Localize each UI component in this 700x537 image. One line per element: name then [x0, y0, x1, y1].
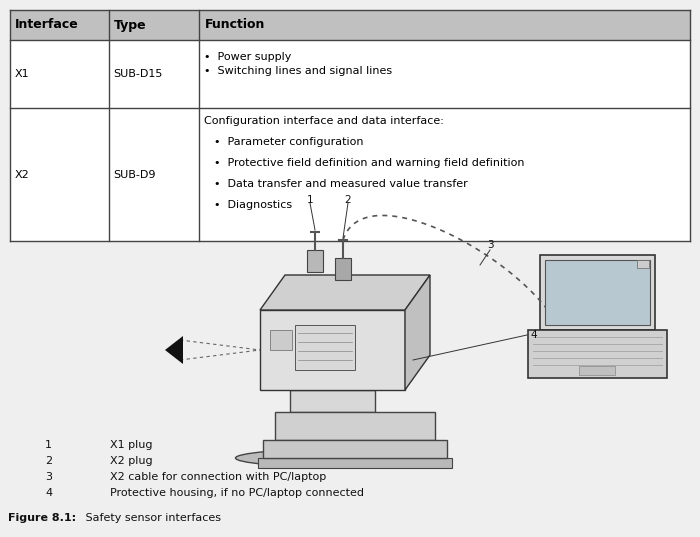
Text: Protective housing, if no PC/laptop connected: Protective housing, if no PC/laptop conn… [110, 488, 364, 498]
Text: •  Diagnostics: • Diagnostics [214, 200, 293, 210]
Polygon shape [405, 275, 430, 390]
Text: Function: Function [204, 18, 265, 32]
Bar [307, 250, 323, 272]
Ellipse shape [235, 449, 440, 467]
Bar [540, 255, 655, 330]
Text: SUB-D15: SUB-D15 [113, 69, 163, 79]
Text: •  Parameter configuration: • Parameter configuration [214, 137, 364, 147]
Bar [270, 330, 292, 350]
Text: 3: 3 [45, 472, 52, 482]
Text: •  Protective field definition and warning field definition: • Protective field definition and warnin… [214, 158, 525, 168]
Polygon shape [260, 310, 405, 390]
Bar [10, 40, 690, 108]
Text: Safety sensor interfaces: Safety sensor interfaces [75, 513, 221, 523]
Text: X1: X1 [15, 69, 29, 79]
Text: •  Data transfer and measured value transfer: • Data transfer and measured value trans… [214, 179, 468, 189]
Bar [290, 390, 375, 412]
Text: X2: X2 [15, 170, 29, 179]
Bar [579, 366, 615, 375]
Text: 4: 4 [45, 488, 52, 498]
Text: 1: 1 [307, 195, 314, 205]
Polygon shape [260, 275, 430, 310]
Bar [10, 108, 690, 241]
Text: Figure 8.1:: Figure 8.1: [8, 513, 76, 523]
Text: 2: 2 [45, 456, 52, 466]
Text: X2 plug: X2 plug [110, 456, 153, 466]
Polygon shape [165, 336, 183, 364]
Bar [545, 260, 650, 325]
Text: 1: 1 [45, 440, 52, 450]
Text: Type: Type [113, 18, 146, 32]
Bar [263, 440, 447, 458]
Text: •  Switching lines and signal lines: • Switching lines and signal lines [204, 66, 393, 76]
Text: X2 cable for connection with PC/laptop: X2 cable for connection with PC/laptop [110, 472, 326, 482]
Bar [258, 458, 452, 468]
Text: Configuration interface and data interface:: Configuration interface and data interfa… [204, 116, 444, 126]
Text: SUB-D9: SUB-D9 [113, 170, 156, 179]
Text: X1 plug: X1 plug [110, 440, 153, 450]
Bar [528, 330, 667, 378]
Text: Interface: Interface [15, 18, 78, 32]
Text: 2: 2 [344, 195, 351, 205]
Text: •  Power supply: • Power supply [204, 52, 292, 62]
Bar [295, 325, 355, 370]
Bar [275, 412, 435, 440]
Bar [335, 258, 351, 280]
Bar [637, 260, 649, 268]
Text: 4: 4 [530, 330, 537, 340]
Text: 3: 3 [486, 240, 493, 250]
Bar [10, 10, 690, 40]
